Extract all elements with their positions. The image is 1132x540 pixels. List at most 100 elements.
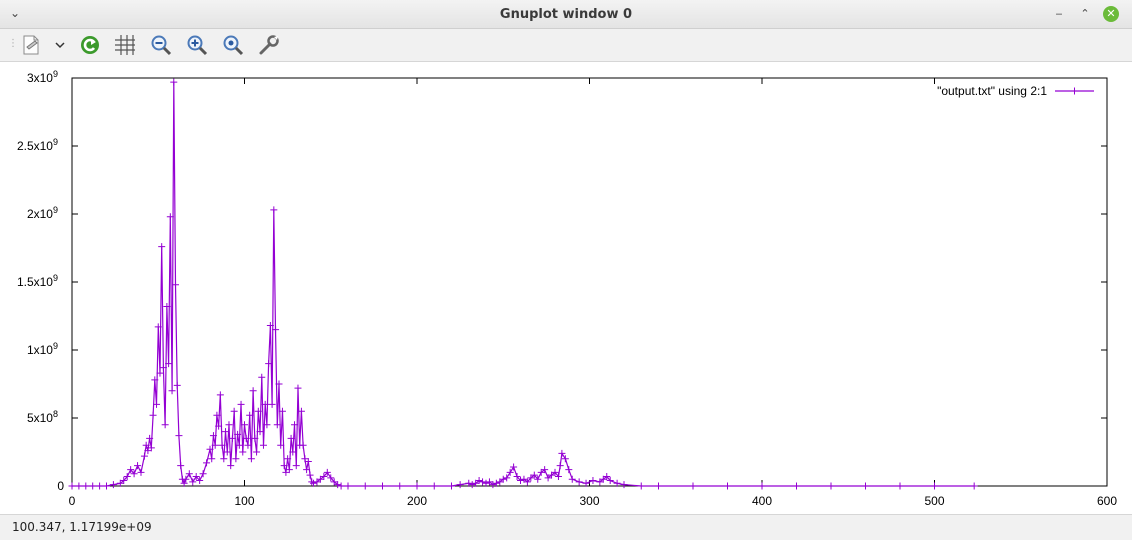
zoom-autoscale-icon[interactable] (220, 32, 246, 58)
data-point (637, 482, 645, 490)
data-point (299, 441, 307, 449)
data-point (232, 455, 240, 463)
data-point (223, 448, 231, 456)
y-tick-label: 2.5x109 (17, 137, 58, 153)
data-point (327, 474, 335, 482)
data-point (225, 421, 233, 429)
data-point (517, 477, 524, 485)
window-title: Gnuplot window 0 (499, 7, 633, 22)
data-point (237, 400, 245, 408)
x-tick-label: 100 (234, 494, 254, 508)
data-point (510, 463, 518, 471)
data-point (337, 482, 345, 490)
data-point (655, 482, 662, 490)
data-point (503, 474, 511, 482)
legend-label: "output.txt" using 2:1 (937, 84, 1047, 98)
y-tick-label: 2x109 (27, 205, 58, 221)
zoom-out-icon[interactable] (148, 32, 174, 58)
data-point (227, 462, 235, 470)
data-point (448, 482, 455, 490)
data-point (292, 462, 300, 470)
data-point (68, 482, 76, 490)
data-point (689, 482, 697, 490)
data-point (215, 422, 223, 430)
data-point (541, 466, 549, 474)
data-point (413, 482, 421, 490)
legend-marker (1071, 87, 1078, 95)
grid-icon[interactable] (112, 32, 138, 58)
data-point (575, 478, 583, 486)
data-point (558, 449, 566, 457)
data-point (209, 432, 217, 440)
data-point (127, 466, 135, 474)
data-point (120, 477, 128, 485)
data-point (272, 326, 280, 334)
data-point (465, 479, 473, 487)
data-point (523, 478, 531, 486)
data-point (177, 462, 185, 470)
plot-area[interactable]: 0 100 200 300 400 500 600 0 5x108 1x109 1.5x109 2x1… (0, 62, 1132, 514)
data-point (261, 400, 269, 408)
data-point (294, 384, 302, 392)
chevron-down-icon[interactable]: ⌄ (10, 6, 21, 20)
data-point (589, 477, 597, 485)
data-point (268, 400, 276, 408)
data-point (244, 441, 252, 449)
close-button[interactable]: ✕ (1103, 6, 1119, 22)
data-point (506, 468, 514, 476)
data-point (492, 479, 500, 487)
x-tick-label: 500 (924, 494, 944, 508)
data-point (222, 428, 230, 436)
data-point (172, 281, 179, 289)
data-point (213, 411, 221, 419)
data-point (189, 478, 197, 486)
data-point (234, 430, 242, 438)
data-point (530, 471, 538, 479)
data-point (361, 482, 369, 490)
data-point (287, 434, 295, 442)
data-point (862, 482, 869, 490)
settings-wrench-icon[interactable] (256, 32, 282, 58)
data-point (278, 407, 286, 415)
toolbar: ⋮ (0, 29, 1132, 62)
data-point (89, 482, 97, 490)
series-line (72, 82, 975, 487)
data-point (196, 477, 204, 485)
minimize-button[interactable]: ‒ (1055, 7, 1063, 20)
dropdown-chevron-icon[interactable] (50, 32, 70, 58)
data-point (230, 407, 238, 415)
data-point (235, 441, 243, 449)
data-point (228, 434, 236, 442)
data-point (499, 475, 507, 483)
data-point (96, 482, 104, 490)
data-point (970, 482, 978, 490)
data-point (479, 478, 487, 486)
data-point (239, 448, 247, 456)
export-icon[interactable] (18, 32, 44, 58)
data-point (159, 364, 167, 372)
data-point (554, 472, 562, 480)
data-point (216, 391, 224, 399)
data-point (156, 369, 164, 377)
data-point (310, 479, 317, 487)
data-point (163, 302, 171, 310)
data-point (613, 479, 621, 487)
restore-button[interactable]: ⌃ (1080, 7, 1090, 20)
data-point (218, 441, 226, 449)
data-point (175, 432, 183, 440)
replot-icon[interactable] (77, 32, 103, 58)
data-point (565, 466, 573, 474)
data-point (173, 381, 181, 389)
data-point (280, 462, 288, 470)
data-point (306, 471, 314, 479)
data-point (303, 466, 311, 474)
data-point (142, 441, 150, 449)
zoom-in-icon[interactable] (184, 32, 210, 58)
data-point (273, 421, 281, 429)
toolbar-grip-icon: ⋮ (8, 38, 18, 49)
data-point (253, 448, 261, 456)
data-point (241, 421, 248, 429)
data-point (199, 470, 207, 478)
data-point (475, 477, 483, 485)
data-point (265, 360, 273, 368)
